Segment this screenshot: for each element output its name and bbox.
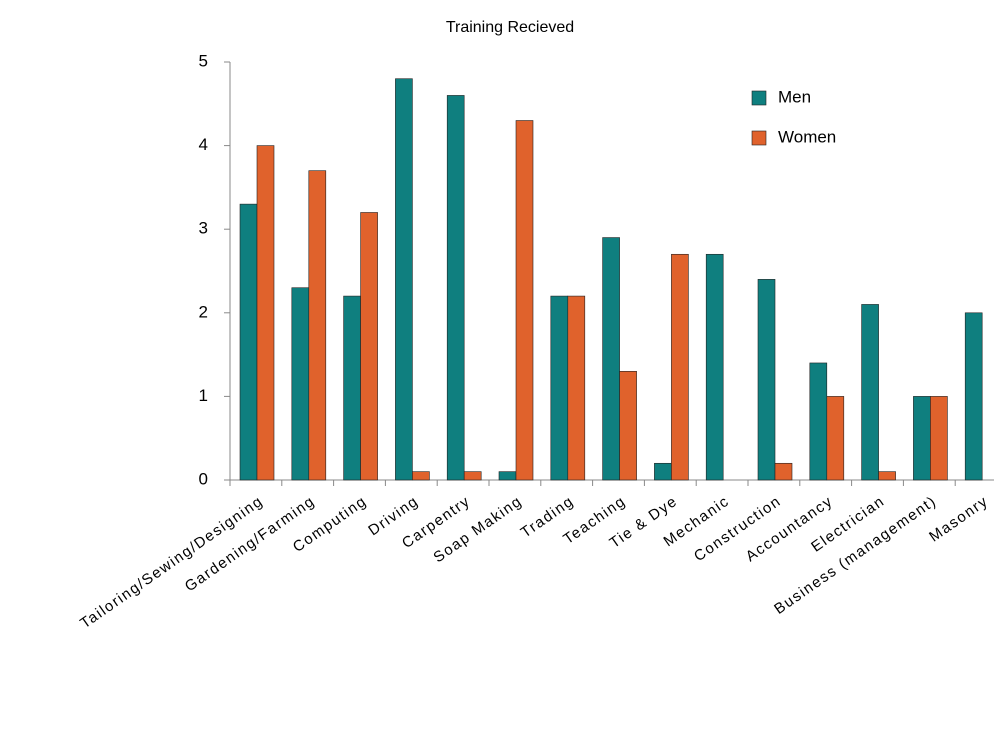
bar [826, 396, 845, 481]
bar [809, 362, 828, 481]
bar [239, 203, 258, 481]
bar [446, 95, 465, 481]
legend-label: Women [778, 127, 836, 146]
legend-swatch [751, 90, 767, 106]
y-tick-label: 5 [199, 51, 208, 70]
bar [308, 170, 327, 481]
bar [498, 471, 517, 481]
y-tick-label: 1 [199, 386, 208, 405]
legend-swatch [751, 130, 767, 146]
x-tick-label: Accountancy [743, 493, 837, 566]
bar [343, 295, 361, 481]
legend-label: Men [778, 87, 811, 106]
bar [550, 295, 569, 481]
y-tick-label: 0 [199, 469, 208, 488]
y-tick-label: 4 [199, 135, 208, 154]
bar [567, 295, 586, 481]
bar [705, 253, 724, 481]
bar [878, 471, 896, 481]
bar [774, 462, 793, 481]
bar [757, 279, 776, 481]
bar [360, 212, 378, 481]
bar [654, 462, 672, 481]
x-tick-label: Construction [691, 493, 784, 566]
bar [861, 304, 879, 481]
bar [964, 312, 983, 481]
y-tick-label: 2 [199, 302, 208, 321]
chart-title: Training Recieved [446, 19, 574, 36]
bar [463, 471, 482, 481]
bar [395, 78, 413, 481]
bar [619, 371, 637, 481]
bar [930, 396, 948, 481]
bar [602, 237, 620, 481]
y-tick-label: 3 [199, 219, 208, 238]
x-tick-label: Masonry [926, 493, 991, 546]
bar [291, 287, 310, 481]
bar [256, 145, 275, 481]
x-tick-label: Soap Making [430, 493, 525, 567]
bar [671, 253, 689, 481]
bar [913, 396, 931, 481]
bar [515, 120, 534, 481]
bar [412, 471, 430, 481]
